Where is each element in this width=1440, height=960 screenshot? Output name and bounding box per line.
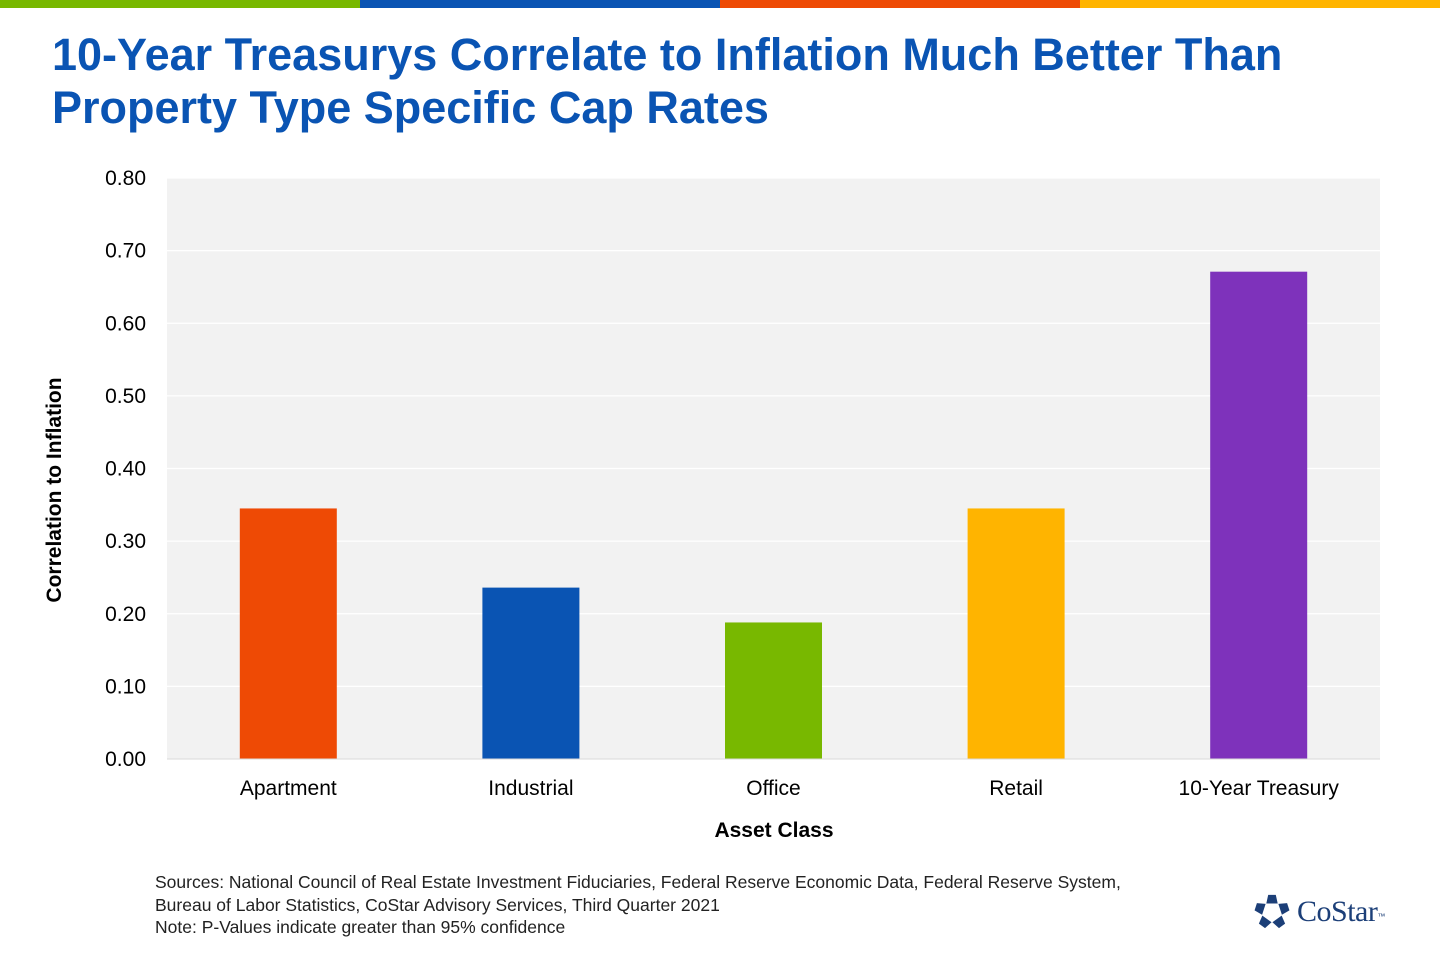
x-tick-label: Industrial — [488, 777, 573, 800]
costar-logo: CoStar ™ — [1253, 893, 1385, 931]
top-bar-orange — [720, 0, 1080, 8]
source-line-1: Sources: National Council of Real Estate… — [155, 872, 1121, 892]
y-axis-label: Correlation to Inflation — [43, 377, 66, 602]
bar-retail — [967, 508, 1065, 759]
source-line-2: Bureau of Labor Statistics, CoStar Advis… — [155, 894, 720, 915]
y-tick-label: 0.80 — [105, 167, 146, 190]
costar-logo-text: CoStar — [1297, 895, 1378, 928]
x-axis-label: Asset Class — [714, 819, 833, 842]
x-tick-label: Apartment — [240, 777, 337, 800]
y-tick-label: 0.50 — [105, 385, 146, 408]
gridlines — [167, 177, 1380, 687]
y-tick-label: 0.10 — [105, 675, 146, 698]
chart-title-line-2: Property Type Specific Cap Rates — [52, 82, 769, 133]
bars — [239, 271, 1308, 759]
y-tick-label: 0.00 — [105, 748, 146, 771]
y-tick-label: 0.20 — [105, 603, 146, 626]
bar-apartment — [239, 508, 337, 759]
x-tick-label: Retail — [989, 777, 1043, 800]
top-bar-yellow — [1080, 0, 1440, 8]
top-color-bar — [0, 0, 1440, 8]
source-footer: Sources: National Council of Real Estate… — [155, 871, 1121, 939]
top-bar-green — [0, 0, 360, 8]
x-axis-ticks: Apartment Industrial Office Retail 10-Year T… — [240, 777, 1339, 800]
x-tick-label: Office — [746, 777, 800, 800]
y-tick-label: 0.60 — [105, 312, 146, 335]
top-bar-blue — [360, 0, 720, 8]
y-tick-label: 0.30 — [105, 530, 146, 553]
bar-industrial — [482, 587, 580, 759]
bar-10-year-treasury — [1210, 271, 1308, 759]
note-line: Note: P-Values indicate greater than 95%… — [155, 917, 566, 937]
y-axis-ticks: 0.00 0.10 0.20 0.30 0.40 0.50 0.60 0.70 0.80 — [105, 167, 146, 771]
y-tick-label: 0.40 — [105, 458, 146, 481]
y-tick-label: 0.70 — [105, 240, 146, 263]
x-tick-label: 10-Year Treasury — [1179, 777, 1340, 800]
costar-trademark: ™ — [1377, 911, 1386, 921]
chart-title: 10-Year Treasurys Correlate to Inflation… — [52, 28, 1412, 134]
costar-star-icon — [1254, 894, 1290, 929]
chart-title-line-1: 10-Year Treasurys Correlate to Inflation… — [52, 29, 1283, 80]
bar-office — [725, 622, 822, 759]
